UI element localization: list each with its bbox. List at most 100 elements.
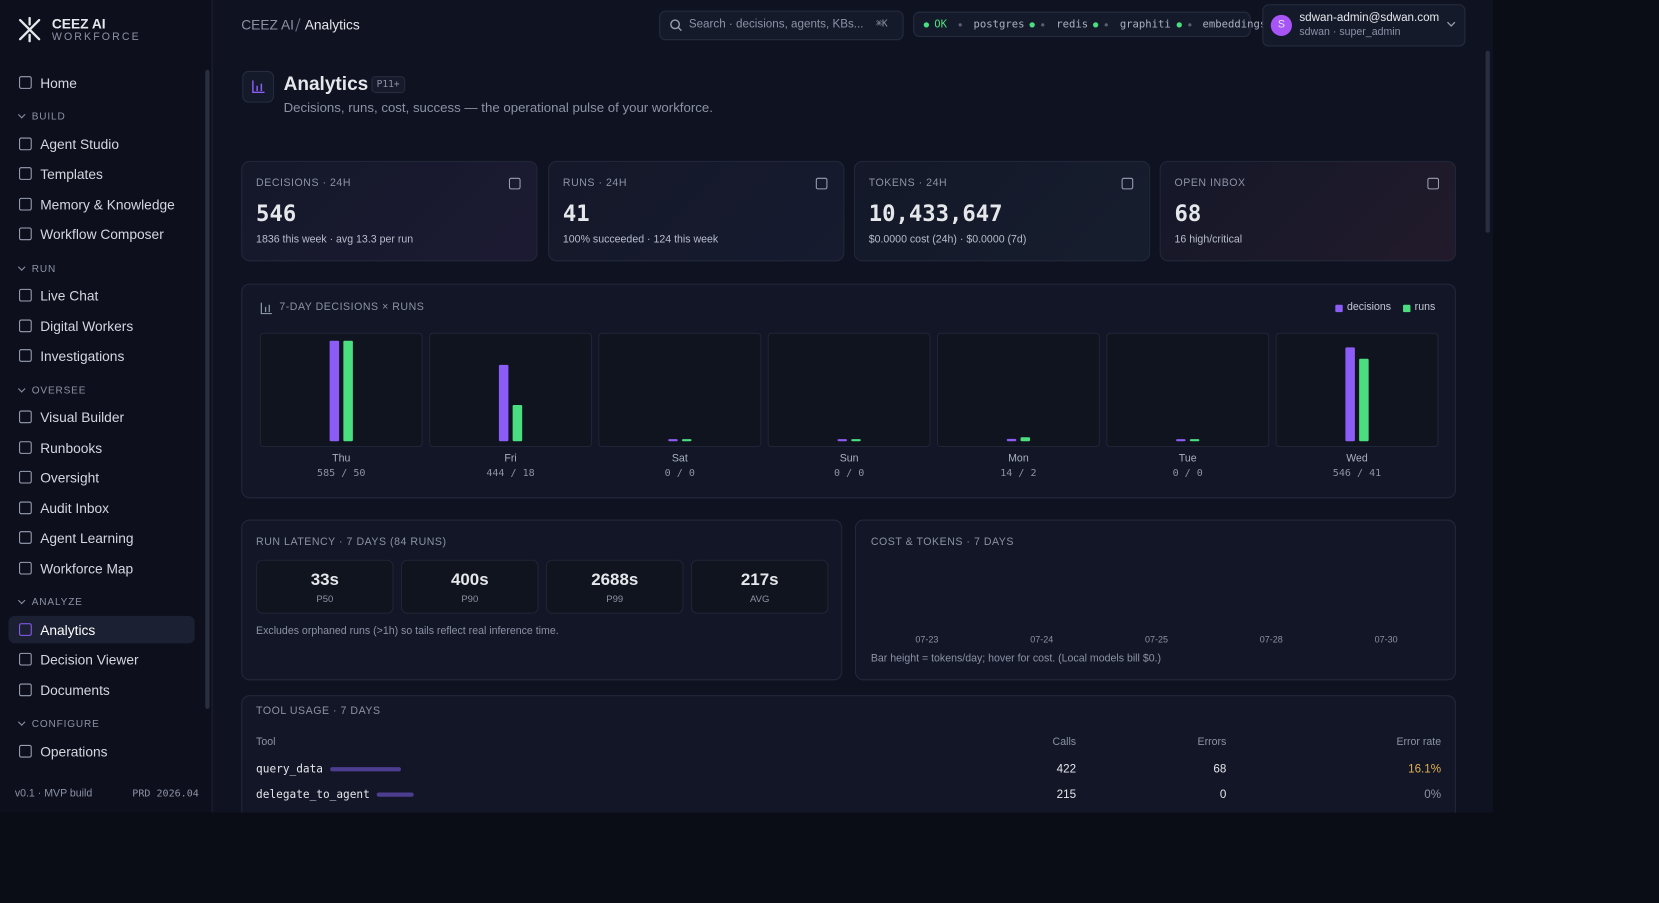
- stat-value: 217s: [740, 571, 779, 590]
- icon: [19, 75, 32, 89]
- day-values: 546 / 41: [1332, 467, 1382, 480]
- day-values: 0 / 0: [833, 467, 865, 480]
- bar: [329, 340, 340, 442]
- chart-card: 7-DAY DECISIONS × RUNS decisions runs Thu 5…: [241, 283, 1456, 499]
- kpi-card: TOKENS · 24H 10,433,647 $0.0000 cost (24h)…: [853, 160, 1151, 262]
- day-panel: [1106, 332, 1270, 448]
- brand: CEEZ AI: [51, 15, 106, 32]
- date-label: 07-28: [1259, 633, 1283, 645]
- nav-item[interactable]: Agent Studio: [40, 136, 119, 153]
- legend-label: decisions: [1346, 301, 1392, 314]
- latency-stat: 33s P50: [256, 559, 394, 614]
- build: PRD 2026.04: [132, 788, 199, 800]
- stat-label: P50: [316, 593, 334, 605]
- breadcrumb-current: Analytics: [304, 16, 360, 33]
- user-role: sdwan · super_admin: [1299, 26, 1401, 39]
- service-status: graphiti: [1115, 19, 1182, 31]
- column-header: Tool: [256, 736, 276, 749]
- separator: [958, 22, 962, 26]
- date-label: 07-25: [1144, 633, 1169, 645]
- bar: [1189, 439, 1200, 442]
- breadcrumb-separator: [295, 18, 301, 32]
- active-highlight: [8, 615, 195, 644]
- phase-badge: P11+: [371, 76, 405, 94]
- nav-item[interactable]: Runbooks: [40, 439, 103, 456]
- kpi-icon: [1121, 177, 1134, 190]
- icon: [19, 227, 32, 241]
- day-label: Thu: [332, 452, 351, 465]
- overall-status: OK: [923, 19, 953, 31]
- nav-item[interactable]: Operations: [40, 743, 108, 760]
- kpi-icon: [1427, 177, 1440, 190]
- kpi-icon: [508, 177, 521, 190]
- nav-item[interactable]: Decision Viewer: [40, 652, 139, 668]
- tool-name: query_data: [256, 762, 323, 776]
- day-panel: [259, 332, 423, 448]
- bar: [837, 439, 848, 442]
- nav-section: CONFIGURE: [31, 718, 100, 731]
- stat-label: P90: [461, 593, 479, 605]
- icon: [19, 137, 32, 150]
- nav-section: OVERSEE: [31, 384, 87, 397]
- nav-item[interactable]: Digital Workers: [40, 318, 134, 335]
- kpi-label: RUNS · 24H: [562, 177, 628, 190]
- nav-item[interactable]: Investigations: [40, 348, 125, 365]
- header-icon: [242, 70, 275, 103]
- icon: [19, 289, 32, 302]
- status-text: redis: [1056, 19, 1089, 31]
- logo: [18, 16, 41, 43]
- latency-note: Excludes orphaned runs (>1h) so tails re…: [256, 625, 559, 637]
- icon: [19, 410, 32, 424]
- separator: [1105, 22, 1109, 26]
- day-panel: [767, 332, 931, 448]
- separator: [1041, 22, 1045, 26]
- day-values: 0 / 0: [1172, 467, 1203, 480]
- search-box[interactable]: Search · decisions, agents, KBs... ⌘K: [659, 10, 904, 41]
- user-email: sdwan-admin@sdwan.com: [1299, 11, 1440, 25]
- kpi-card: DECISIONS · 24H 546 1836 this week · avg 1…: [241, 160, 538, 262]
- icon: [19, 561, 32, 575]
- nav-item[interactable]: Visual Builder: [40, 409, 125, 426]
- version: v0.1 · MVP build: [14, 788, 93, 800]
- main-scrollbar: [1485, 50, 1490, 233]
- kpi-label: DECISIONS · 24H: [256, 177, 352, 190]
- nav-item[interactable]: Home: [40, 74, 77, 91]
- legend-label: runs: [1414, 301, 1436, 314]
- kpi-label: OPEN INBOX: [1174, 177, 1246, 190]
- nav-item[interactable]: Memory & Knowledge: [40, 196, 175, 213]
- kpi-note: 1836 this week · avg 13.3 per run: [256, 233, 414, 246]
- icon: [19, 653, 32, 666]
- nav-item[interactable]: Agent Learning: [40, 530, 134, 547]
- latency-title: RUN LATENCY · 7 DAYS (84 RUNS): [256, 536, 447, 549]
- cost-title: COST & TOKENS · 7 DAYS: [870, 536, 1014, 549]
- column-header: Errors: [1197, 736, 1227, 749]
- day-label: Tue: [1178, 452, 1197, 465]
- nav-item[interactable]: Workforce Map: [40, 560, 134, 577]
- latency-stat: 217s AVG: [690, 559, 829, 614]
- nav-item[interactable]: Workflow Composer: [40, 226, 164, 243]
- nav-section: BUILD: [31, 111, 66, 124]
- page-subtitle: Decisions, runs, cost, success — the ope…: [283, 100, 713, 116]
- nav-item[interactable]: Analytics: [40, 621, 96, 638]
- chart-icon: [260, 302, 272, 315]
- errors: 0: [1219, 788, 1227, 801]
- stat-label: AVG: [750, 593, 770, 605]
- stat-value: 2688s: [591, 571, 639, 590]
- error-rate: 0%: [1424, 788, 1442, 801]
- status-pill[interactable]: OK postgres redis graphiti embeddings: [913, 11, 1277, 38]
- nav-item[interactable]: Audit Inbox: [40, 500, 110, 517]
- column-header: Error rate: [1396, 736, 1442, 749]
- status-dot: [923, 21, 930, 27]
- bar: [512, 405, 523, 442]
- nav-item[interactable]: Live Chat: [40, 288, 99, 304]
- bar: [498, 364, 509, 442]
- breadcrumb-root[interactable]: CEEZ AI: [241, 16, 295, 33]
- nav-item[interactable]: Oversight: [40, 470, 100, 486]
- user-menu[interactable]: S sdwan-admin@sdwan.com sdwan · super_ad…: [1262, 4, 1466, 47]
- bar: [1345, 347, 1355, 442]
- nav-item[interactable]: Templates: [40, 166, 103, 183]
- kpi-note: 16 high/critical: [1174, 233, 1243, 246]
- nav-item[interactable]: Documents: [40, 682, 110, 699]
- bar: [851, 439, 861, 442]
